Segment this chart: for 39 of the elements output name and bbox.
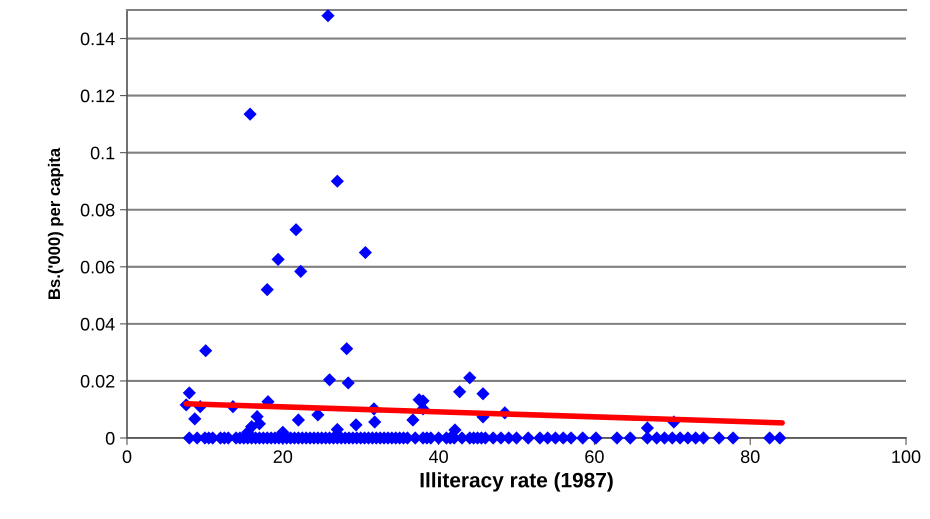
point	[260, 283, 274, 296]
point	[368, 415, 382, 429]
point	[292, 413, 305, 427]
x-axis-title: Illiteracy rate (1987)	[420, 472, 613, 492]
point	[199, 344, 212, 358]
point	[640, 421, 654, 435]
x-tick-label: 0	[122, 450, 132, 464]
point	[289, 223, 303, 236]
y-tick-label: 0.08	[80, 204, 114, 216]
x-tick-label: 80	[740, 450, 760, 464]
x-tick-label: 100	[892, 450, 920, 464]
point	[294, 264, 308, 278]
point	[321, 9, 335, 22]
point	[358, 246, 372, 260]
y-tick-label: 0.02	[80, 374, 114, 388]
x-tick-label: 60	[585, 450, 604, 464]
point	[340, 342, 354, 356]
point	[463, 371, 476, 384]
point	[406, 413, 420, 427]
x-tick-label: 20	[274, 450, 292, 464]
point	[243, 108, 257, 121]
y-tick-label: 0.12	[80, 90, 114, 102]
point	[342, 376, 355, 390]
point	[476, 387, 490, 400]
x-tick-label: 40	[428, 450, 448, 464]
y-tick-label: 0.1	[90, 146, 114, 160]
point	[453, 385, 466, 398]
y-tick-label: 0.06	[80, 260, 114, 274]
y-tick-label: 0.14	[80, 32, 115, 46]
y-axis-title: Bs.('000) per capita	[48, 148, 64, 299]
y-tick-label: 0	[106, 432, 114, 445]
y-tick-label: 0.04	[80, 318, 115, 331]
point	[182, 386, 196, 400]
point	[322, 373, 336, 386]
point	[188, 412, 202, 426]
point	[272, 252, 285, 266]
point	[330, 174, 344, 188]
point	[252, 417, 266, 430]
point	[349, 418, 363, 432]
